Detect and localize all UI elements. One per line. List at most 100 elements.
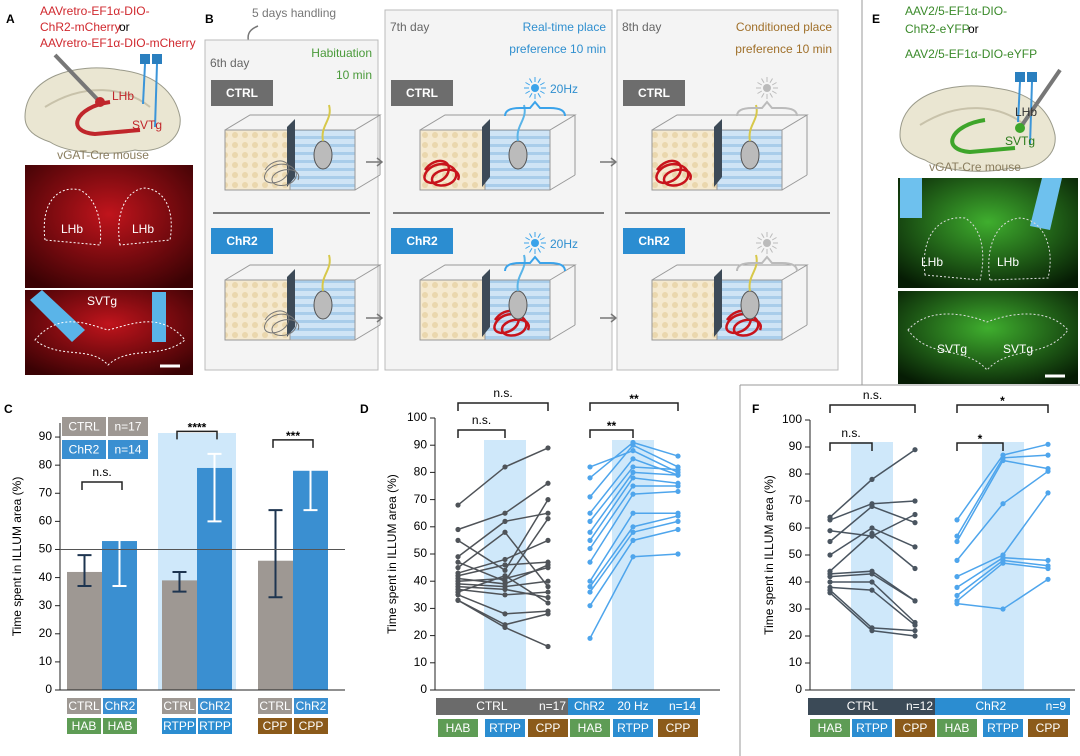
y-axis-label: Time spent in ILLUM area (%) bbox=[10, 477, 24, 637]
point bbox=[675, 551, 681, 557]
point bbox=[912, 511, 918, 518]
group-tag-label: ChR2 bbox=[406, 234, 438, 248]
phase-box-label: CPP bbox=[263, 719, 288, 733]
arena-edge bbox=[781, 324, 808, 341]
virus-label: AAV2/5-EF1α-DIO- bbox=[905, 4, 1007, 18]
phase-box-label: RTPP bbox=[617, 721, 649, 735]
point bbox=[912, 520, 918, 526]
phase-box-label: CPP bbox=[903, 721, 928, 735]
phase-box-label: RTPP bbox=[199, 719, 231, 733]
mouse bbox=[740, 290, 760, 320]
arena-edge bbox=[549, 324, 576, 341]
mouse bbox=[508, 140, 528, 170]
sig-bracket bbox=[589, 402, 679, 411]
phase-box bbox=[103, 718, 137, 734]
y-tick-label: 40 bbox=[39, 570, 53, 584]
point bbox=[587, 603, 593, 609]
phase-box bbox=[570, 719, 610, 737]
y-tick-label: 70 bbox=[414, 492, 428, 506]
phase-box bbox=[485, 719, 525, 737]
y-tick-label: 10 bbox=[789, 655, 803, 669]
y-tick-label: 40 bbox=[414, 573, 428, 587]
light-ray bbox=[529, 92, 533, 98]
group-box-label: CTRL bbox=[163, 699, 195, 713]
point bbox=[502, 592, 508, 598]
point bbox=[827, 552, 833, 558]
point bbox=[502, 624, 508, 631]
divider-wall bbox=[482, 269, 490, 337]
group-tag bbox=[623, 80, 685, 106]
group-header bbox=[808, 698, 937, 715]
group-header-n: n=14 bbox=[669, 699, 696, 713]
y-tick-label: 10 bbox=[414, 655, 428, 669]
section-label: LHb bbox=[132, 222, 154, 236]
point bbox=[675, 472, 681, 478]
point bbox=[545, 578, 551, 584]
light-ray bbox=[771, 245, 777, 249]
light-ray bbox=[537, 92, 541, 98]
light-ray bbox=[525, 245, 531, 249]
point bbox=[587, 545, 593, 552]
brain-outline bbox=[899, 85, 1056, 172]
phase-box bbox=[937, 719, 977, 737]
group-header-n: n=9 bbox=[1046, 699, 1067, 713]
phase-box-label: HAB bbox=[72, 719, 97, 733]
point bbox=[954, 533, 960, 539]
fiber bbox=[1027, 72, 1037, 82]
mouse-label: vGAT-Cre mouse bbox=[57, 148, 149, 162]
point bbox=[545, 594, 551, 601]
point bbox=[954, 584, 960, 591]
group-tag bbox=[391, 228, 453, 254]
region-label: SVTg bbox=[132, 118, 162, 132]
group-header-name: ChR2 bbox=[976, 699, 1007, 713]
y-tick-label: 0 bbox=[45, 682, 52, 696]
y-tick-label: 30 bbox=[414, 601, 428, 615]
light-ray bbox=[539, 245, 545, 249]
y-tick-label: 20 bbox=[414, 628, 428, 642]
y-tick-label: 70 bbox=[39, 485, 53, 499]
sig-bracket bbox=[176, 430, 218, 440]
point bbox=[1000, 606, 1006, 612]
bar bbox=[67, 571, 102, 690]
group-box bbox=[162, 698, 196, 714]
point bbox=[630, 464, 636, 470]
point bbox=[954, 601, 960, 607]
point bbox=[455, 502, 461, 508]
fiber-track bbox=[152, 292, 166, 342]
phase-box-label: RTPP bbox=[987, 721, 1019, 735]
brace bbox=[504, 100, 566, 117]
region-label: SVTg bbox=[1005, 134, 1035, 148]
error-bar bbox=[207, 452, 222, 523]
light-ray bbox=[761, 78, 765, 84]
mouse bbox=[508, 290, 528, 320]
point bbox=[827, 528, 833, 534]
phase-box bbox=[613, 719, 653, 737]
point bbox=[1045, 468, 1051, 474]
virus-label: ChR2-eYFP bbox=[905, 22, 970, 36]
point bbox=[587, 464, 593, 470]
arena-back bbox=[651, 114, 809, 131]
arena-back bbox=[224, 114, 382, 131]
y-tick-label: 30 bbox=[39, 598, 53, 612]
sig-bracket bbox=[956, 442, 1004, 451]
phase-box bbox=[983, 719, 1023, 737]
arena-left bbox=[419, 279, 486, 341]
phase-box-label: RTPP bbox=[856, 721, 888, 735]
point bbox=[455, 559, 461, 565]
point bbox=[545, 643, 551, 650]
fiber-track bbox=[1030, 178, 1062, 230]
brain-outline bbox=[24, 67, 181, 154]
stim-label: 20Hz bbox=[550, 237, 578, 251]
light-ray bbox=[539, 90, 545, 94]
y-tick-label: 40 bbox=[789, 574, 803, 588]
light bbox=[531, 239, 539, 247]
sig-label: **** bbox=[188, 421, 207, 435]
mouse-label: vGAT-Cre mouse bbox=[929, 160, 1021, 174]
day-label: 6th day bbox=[210, 56, 249, 70]
error-bar bbox=[268, 509, 283, 599]
point bbox=[675, 488, 681, 495]
group-box-label: ChR2 bbox=[200, 699, 231, 713]
section-label: SVTg bbox=[87, 294, 117, 308]
point bbox=[587, 537, 593, 544]
